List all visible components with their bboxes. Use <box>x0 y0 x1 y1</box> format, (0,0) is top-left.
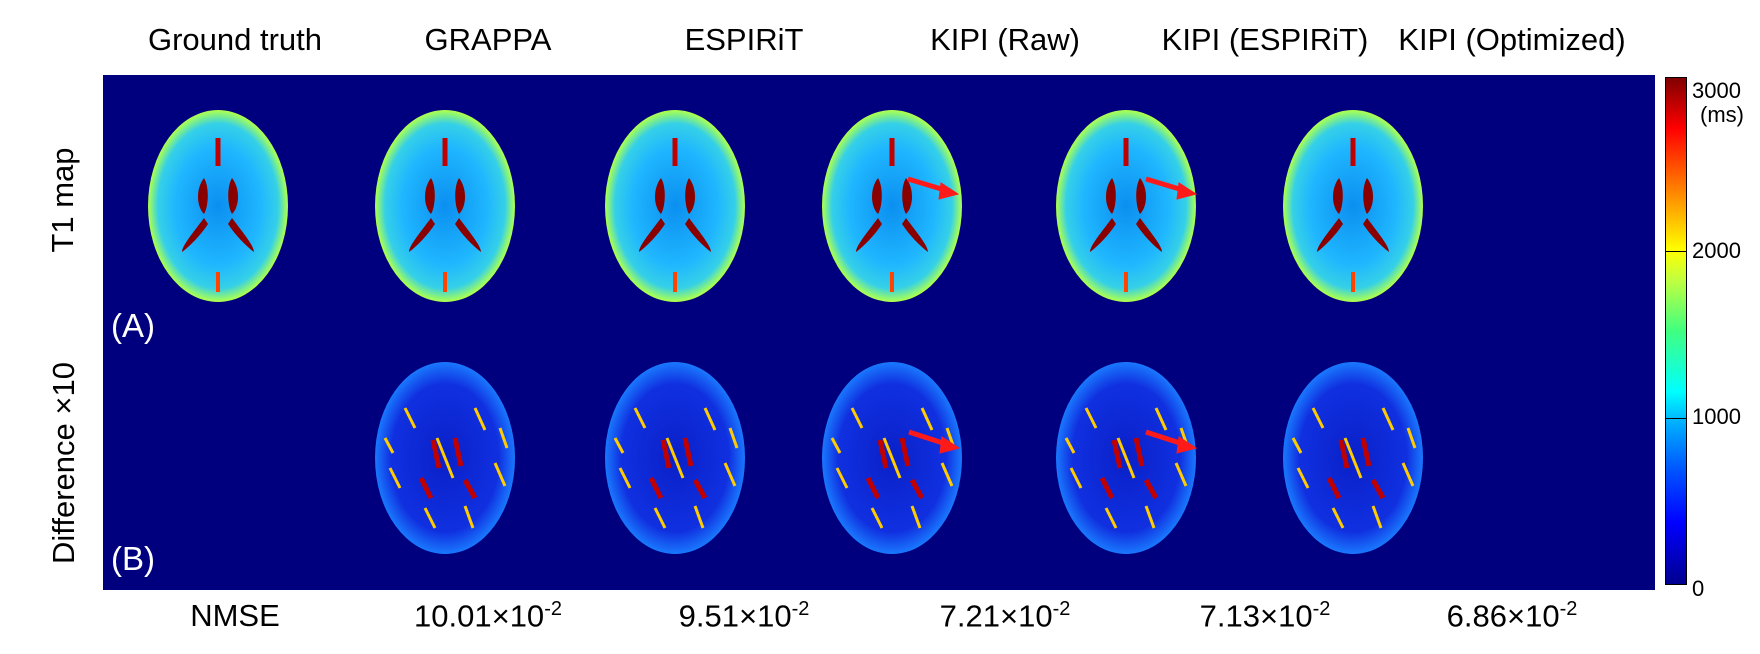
colorbar-tick-3000: 3000 <box>1692 78 1741 103</box>
column-title-kipi-espirit: KIPI (ESPIRiT) <box>1161 22 1369 57</box>
column-title-grappa: GRAPPA <box>424 22 552 57</box>
colorbar <box>1665 77 1687 585</box>
panel-label-a: (A) <box>111 307 155 344</box>
nmse-value-kipi-espirit: 7.13×10-2 <box>1199 598 1331 634</box>
colorbar-unit: (ms) <box>1700 102 1744 127</box>
column-title-kipi-raw: KIPI (Raw) <box>930 22 1080 57</box>
image-panel: (A) (B) <box>103 75 1655 590</box>
column-title-kipi-optimized: KIPI (Optimized) <box>1398 22 1626 57</box>
arrow-icon <box>1145 429 1198 454</box>
arrow-icon <box>908 429 961 454</box>
arrow-icon <box>907 176 960 200</box>
panel-label-b: (B) <box>111 540 155 577</box>
column-title-espirit: ESPIRiT <box>684 22 804 57</box>
nmse-value-espirit: 9.51×10-2 <box>678 598 810 634</box>
row-label-t1-map: T1 map <box>45 147 80 253</box>
arrow-icon <box>1145 176 1198 200</box>
colorbar-tick-1000: 1000 <box>1692 404 1741 429</box>
colorbar-tick-2000: 2000 <box>1692 238 1741 263</box>
column-title-ground-truth: Ground truth <box>147 22 323 57</box>
nmse-label: NMSE <box>190 598 280 633</box>
colorbar-tick-line <box>1665 251 1687 252</box>
nmse-value-kipi-raw: 7.21×10-2 <box>939 598 1071 634</box>
row-label-difference: Difference ×10 <box>46 362 81 564</box>
colorbar-tick-0: 0 <box>1692 576 1705 601</box>
colorbar-tick-line <box>1665 418 1687 419</box>
nmse-value-kipi-optimized: 6.86×10-2 <box>1446 598 1578 634</box>
brain-image-row <box>148 110 1423 554</box>
nmse-value-grappa: 10.01×10-2 <box>414 598 562 634</box>
